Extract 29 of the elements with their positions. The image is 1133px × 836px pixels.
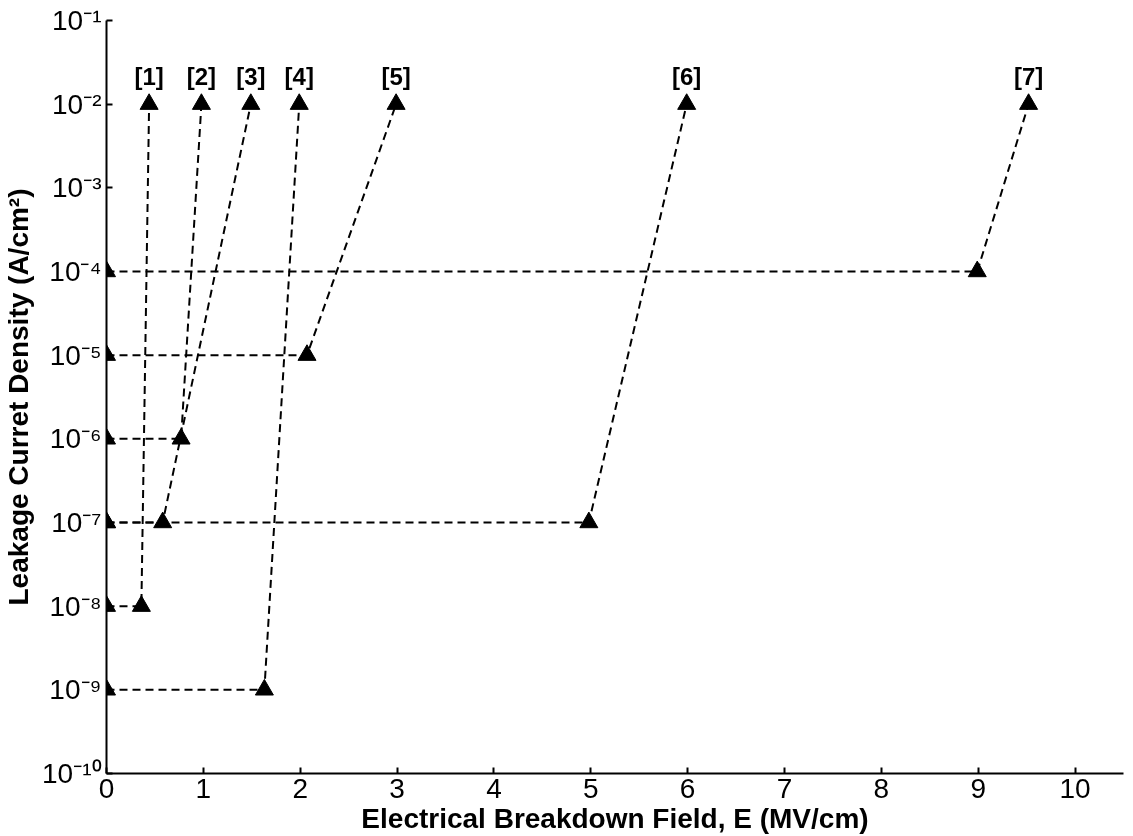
y-tick-label: 10⁻¹	[52, 5, 102, 36]
y-tick-label: 10⁻⁹	[49, 674, 102, 706]
y-tick-label: 10⁻⁴	[49, 256, 102, 287]
x-tick-label: 3	[389, 772, 405, 804]
y-tick-label: 10⁻³	[52, 172, 102, 204]
x-axis-title: Electrical Breakdown Field, E (MV/cm)	[361, 802, 869, 834]
y-tick-label: 10⁻⁸	[49, 590, 102, 622]
x-tick-label: 5	[583, 772, 599, 804]
y-tick-label: 10⁻⁷	[51, 507, 102, 538]
annotation: [4]	[284, 63, 314, 91]
annotation: [5]	[381, 63, 411, 91]
y-axis-title: Leakage Curret Density (A/cm²)	[3, 188, 35, 606]
x-tick-label: 7	[776, 772, 793, 804]
annotation: [7]	[1013, 63, 1044, 91]
x-tick-label: 9	[970, 772, 987, 804]
x-tick-label: 8	[873, 772, 890, 804]
y-tick-label: 10⁻²	[52, 88, 102, 120]
x-tick-label: 0	[98, 772, 115, 804]
x-tick-label: 1	[195, 772, 212, 804]
annotation: [2]	[186, 63, 217, 91]
annotation: [3]	[236, 63, 266, 91]
y-tick-label: 10⁻⁶	[49, 423, 102, 455]
x-tick-label: 4	[486, 772, 502, 804]
annotation: [6]	[672, 63, 702, 91]
x-tick-label: 10	[1059, 772, 1091, 804]
x-tick-label: 6	[679, 772, 696, 804]
x-tick-label: 2	[292, 772, 309, 804]
annotation: [1]	[134, 63, 164, 91]
y-tick-label: 10⁻⁵	[49, 339, 102, 371]
